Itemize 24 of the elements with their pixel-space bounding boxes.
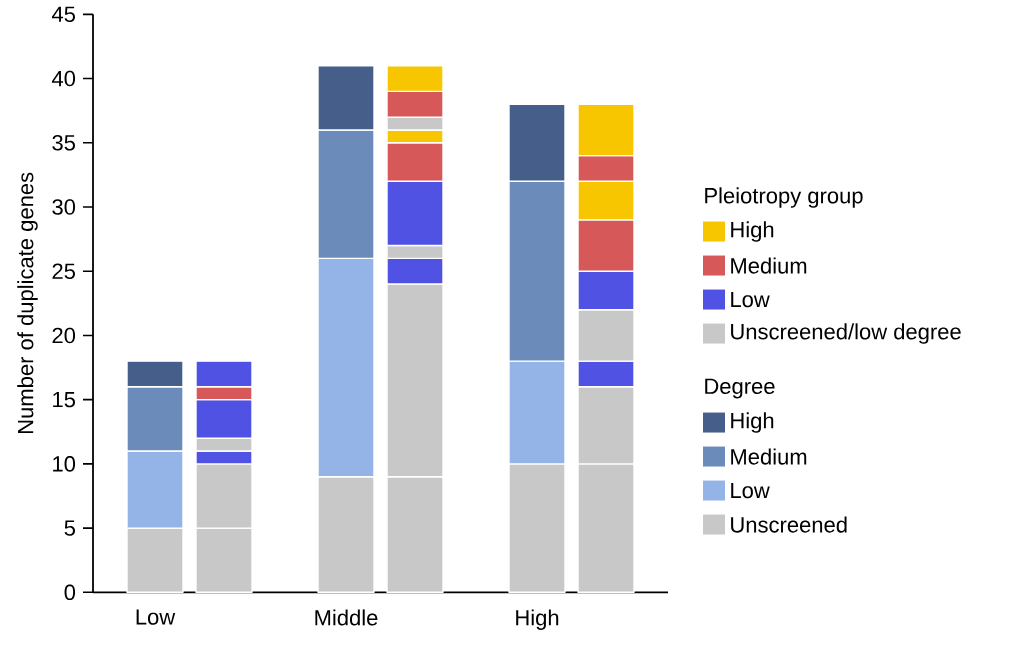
legend-label: High	[731, 221, 774, 242]
legend-label: Unscreened	[731, 516, 847, 533]
legend-label: Unscreened/low degree	[731, 323, 961, 344]
y-tick-label: 35	[52, 135, 75, 151]
legend-label: Medium	[731, 257, 807, 274]
y-tick-label: 30	[52, 199, 76, 216]
y-tick-label: 45	[51, 6, 75, 23]
y-axis-title: Number of duplicate genes	[17, 172, 38, 434]
x-tick-label: Middle	[315, 609, 378, 626]
y-tick-label: 10	[53, 456, 76, 472]
legend-label: Low	[731, 292, 770, 308]
legend-title: Pleiotropy group	[705, 187, 863, 208]
x-tick-label: Low	[136, 609, 176, 625]
x-tick-label: High	[516, 609, 559, 631]
text: Degree	[705, 378, 775, 399]
y-tick-label: 40	[51, 71, 76, 87]
y-tick-label: 0	[64, 584, 76, 601]
legend-label: High	[731, 412, 774, 433]
y-tick-label: 15	[53, 392, 75, 408]
legend-label: Medium	[731, 448, 807, 465]
y-tick-label: 20	[52, 327, 76, 344]
legend-label: Low	[731, 483, 770, 499]
y-tick-label: 5	[64, 520, 75, 536]
y-tick-label: 25	[52, 263, 75, 280]
